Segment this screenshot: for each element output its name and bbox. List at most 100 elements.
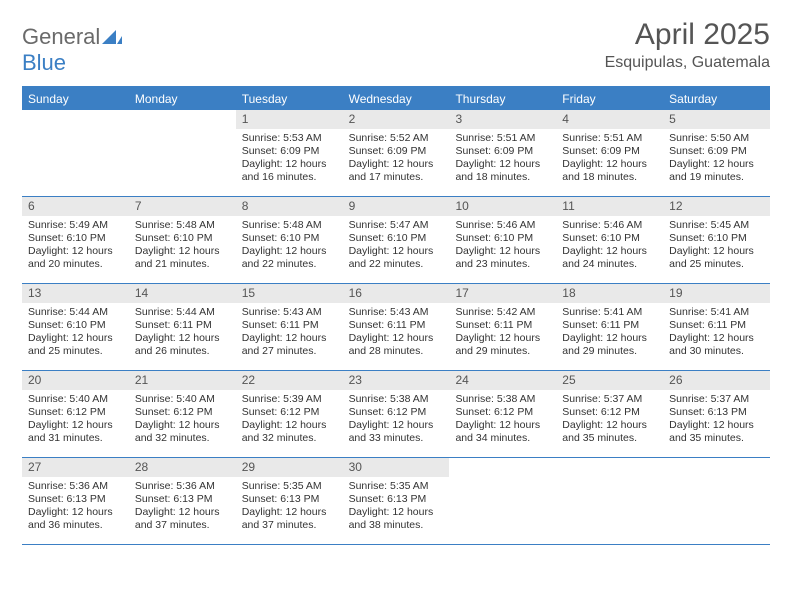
calendar-body: ....1Sunrise: 5:53 AMSunset: 6:09 PMDayl… — [22, 110, 770, 545]
day-details: Sunrise: 5:44 AMSunset: 6:11 PMDaylight:… — [129, 303, 236, 363]
daylight-line: Daylight: 12 hours and 29 minutes. — [562, 332, 657, 358]
daylight-line: Daylight: 12 hours and 34 minutes. — [455, 419, 550, 445]
calendar-day: 24Sunrise: 5:38 AMSunset: 6:12 PMDayligh… — [449, 371, 556, 457]
calendar-day: 20Sunrise: 5:40 AMSunset: 6:12 PMDayligh… — [22, 371, 129, 457]
day-details: Sunrise: 5:47 AMSunset: 6:10 PMDaylight:… — [343, 216, 450, 276]
day-number: 21 — [129, 371, 236, 390]
day-details: Sunrise: 5:37 AMSunset: 6:12 PMDaylight:… — [556, 390, 663, 450]
daylight-line: Daylight: 12 hours and 24 minutes. — [562, 245, 657, 271]
sunset-line: Sunset: 6:11 PM — [669, 319, 764, 332]
daylight-line: Daylight: 12 hours and 25 minutes. — [28, 332, 123, 358]
daylight-line: Daylight: 12 hours and 36 minutes. — [28, 506, 123, 532]
daylight-line: Daylight: 12 hours and 35 minutes. — [562, 419, 657, 445]
sunrise-line: Sunrise: 5:46 AM — [562, 219, 657, 232]
brand-name: GeneralBlue — [22, 24, 122, 76]
day-details: Sunrise: 5:43 AMSunset: 6:11 PMDaylight:… — [236, 303, 343, 363]
sunset-line: Sunset: 6:10 PM — [669, 232, 764, 245]
daylight-line: Daylight: 12 hours and 25 minutes. — [669, 245, 764, 271]
weekday-header: Sunday — [22, 88, 129, 110]
day-number: 24 — [449, 371, 556, 390]
sunrise-line: Sunrise: 5:39 AM — [242, 393, 337, 406]
calendar-day: 6Sunrise: 5:49 AMSunset: 6:10 PMDaylight… — [22, 197, 129, 283]
sunset-line: Sunset: 6:13 PM — [669, 406, 764, 419]
sunrise-line: Sunrise: 5:52 AM — [349, 132, 444, 145]
calendar-day: 12Sunrise: 5:45 AMSunset: 6:10 PMDayligh… — [663, 197, 770, 283]
daylight-line: Daylight: 12 hours and 28 minutes. — [349, 332, 444, 358]
sunset-line: Sunset: 6:13 PM — [242, 493, 337, 506]
weekday-header: Thursday — [449, 88, 556, 110]
sunrise-line: Sunrise: 5:48 AM — [242, 219, 337, 232]
daylight-line: Daylight: 12 hours and 23 minutes. — [455, 245, 550, 271]
sunrise-line: Sunrise: 5:53 AM — [242, 132, 337, 145]
day-details: Sunrise: 5:42 AMSunset: 6:11 PMDaylight:… — [449, 303, 556, 363]
sunrise-line: Sunrise: 5:41 AM — [562, 306, 657, 319]
brand-logo: GeneralBlue — [22, 24, 122, 76]
daylight-line: Daylight: 12 hours and 38 minutes. — [349, 506, 444, 532]
sunset-line: Sunset: 6:12 PM — [349, 406, 444, 419]
daylight-line: Daylight: 12 hours and 26 minutes. — [135, 332, 230, 358]
sunrise-line: Sunrise: 5:38 AM — [349, 393, 444, 406]
sunrise-line: Sunrise: 5:38 AM — [455, 393, 550, 406]
sunset-line: Sunset: 6:11 PM — [242, 319, 337, 332]
daylight-line: Daylight: 12 hours and 21 minutes. — [135, 245, 230, 271]
sunset-line: Sunset: 6:12 PM — [242, 406, 337, 419]
sunrise-line: Sunrise: 5:37 AM — [562, 393, 657, 406]
day-number: 13 — [22, 284, 129, 303]
calendar-week: 27Sunrise: 5:36 AMSunset: 6:13 PMDayligh… — [22, 458, 770, 545]
day-details: Sunrise: 5:36 AMSunset: 6:13 PMDaylight:… — [129, 477, 236, 537]
day-details: Sunrise: 5:51 AMSunset: 6:09 PMDaylight:… — [556, 129, 663, 189]
day-details: Sunrise: 5:43 AMSunset: 6:11 PMDaylight:… — [343, 303, 450, 363]
calendar-week: 20Sunrise: 5:40 AMSunset: 6:12 PMDayligh… — [22, 371, 770, 458]
day-details: Sunrise: 5:38 AMSunset: 6:12 PMDaylight:… — [449, 390, 556, 450]
day-details: Sunrise: 5:36 AMSunset: 6:13 PMDaylight:… — [22, 477, 129, 537]
calendar-day: 22Sunrise: 5:39 AMSunset: 6:12 PMDayligh… — [236, 371, 343, 457]
sunset-line: Sunset: 6:10 PM — [28, 319, 123, 332]
sunrise-line: Sunrise: 5:40 AM — [135, 393, 230, 406]
day-details: Sunrise: 5:38 AMSunset: 6:12 PMDaylight:… — [343, 390, 450, 450]
daylight-line: Daylight: 12 hours and 16 minutes. — [242, 158, 337, 184]
sunrise-line: Sunrise: 5:47 AM — [349, 219, 444, 232]
sunrise-line: Sunrise: 5:36 AM — [28, 480, 123, 493]
day-details: Sunrise: 5:48 AMSunset: 6:10 PMDaylight:… — [236, 216, 343, 276]
sunrise-line: Sunrise: 5:51 AM — [455, 132, 550, 145]
day-details: Sunrise: 5:37 AMSunset: 6:13 PMDaylight:… — [663, 390, 770, 450]
calendar-day: 7Sunrise: 5:48 AMSunset: 6:10 PMDaylight… — [129, 197, 236, 283]
daylight-line: Daylight: 12 hours and 30 minutes. — [669, 332, 764, 358]
daylight-line: Daylight: 12 hours and 32 minutes. — [242, 419, 337, 445]
day-number: 26 — [663, 371, 770, 390]
day-number: 15 — [236, 284, 343, 303]
calendar-day: 28Sunrise: 5:36 AMSunset: 6:13 PMDayligh… — [129, 458, 236, 544]
sunrise-line: Sunrise: 5:49 AM — [28, 219, 123, 232]
day-number: 10 — [449, 197, 556, 216]
calendar-day: .. — [556, 458, 663, 544]
calendar-week: 6Sunrise: 5:49 AMSunset: 6:10 PMDaylight… — [22, 197, 770, 284]
calendar-day: 8Sunrise: 5:48 AMSunset: 6:10 PMDaylight… — [236, 197, 343, 283]
day-details: Sunrise: 5:49 AMSunset: 6:10 PMDaylight:… — [22, 216, 129, 276]
calendar-day: 23Sunrise: 5:38 AMSunset: 6:12 PMDayligh… — [343, 371, 450, 457]
day-details: Sunrise: 5:41 AMSunset: 6:11 PMDaylight:… — [663, 303, 770, 363]
sunset-line: Sunset: 6:11 PM — [455, 319, 550, 332]
day-number: 19 — [663, 284, 770, 303]
weekday-header: Tuesday — [236, 88, 343, 110]
weekday-header: Saturday — [663, 88, 770, 110]
calendar-day: 18Sunrise: 5:41 AMSunset: 6:11 PMDayligh… — [556, 284, 663, 370]
calendar-day: .. — [449, 458, 556, 544]
daylight-line: Daylight: 12 hours and 37 minutes. — [242, 506, 337, 532]
daylight-line: Daylight: 12 hours and 33 minutes. — [349, 419, 444, 445]
sunrise-line: Sunrise: 5:40 AM — [28, 393, 123, 406]
calendar-day: .. — [22, 110, 129, 196]
sunset-line: Sunset: 6:12 PM — [135, 406, 230, 419]
calendar-day: 13Sunrise: 5:44 AMSunset: 6:10 PMDayligh… — [22, 284, 129, 370]
day-details: Sunrise: 5:45 AMSunset: 6:10 PMDaylight:… — [663, 216, 770, 276]
daylight-line: Daylight: 12 hours and 20 minutes. — [28, 245, 123, 271]
day-details: Sunrise: 5:46 AMSunset: 6:10 PMDaylight:… — [556, 216, 663, 276]
day-number: 25 — [556, 371, 663, 390]
daylight-line: Daylight: 12 hours and 22 minutes. — [349, 245, 444, 271]
sunset-line: Sunset: 6:13 PM — [135, 493, 230, 506]
sunset-line: Sunset: 6:13 PM — [349, 493, 444, 506]
page-header: GeneralBlue April 2025 Esquipulas, Guate… — [22, 18, 770, 76]
sunset-line: Sunset: 6:09 PM — [349, 145, 444, 158]
sunrise-line: Sunrise: 5:51 AM — [562, 132, 657, 145]
weekday-header: Wednesday — [343, 88, 450, 110]
calendar-day: 4Sunrise: 5:51 AMSunset: 6:09 PMDaylight… — [556, 110, 663, 196]
